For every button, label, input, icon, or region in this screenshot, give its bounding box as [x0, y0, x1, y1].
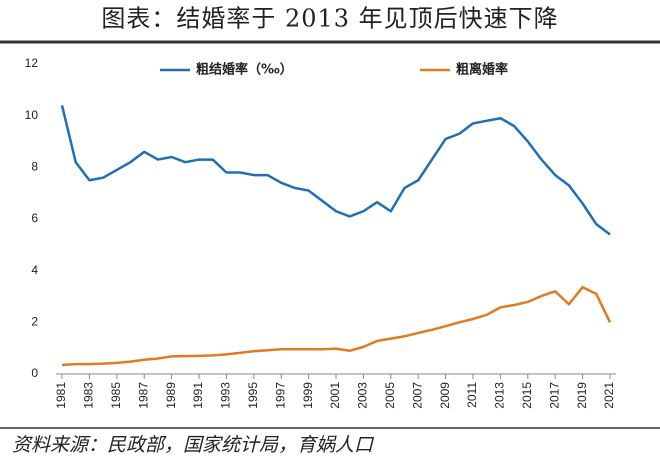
x-tick-label: 1993	[219, 382, 233, 409]
x-tick-label: 2003	[356, 382, 370, 409]
x-tick-label: 2021	[602, 382, 616, 409]
x-tick-label: 1991	[191, 382, 205, 409]
legend-label: 粗结婚率（‰）	[196, 62, 293, 78]
x-tick-label: 1989	[164, 382, 178, 409]
x-tick-label: 2005	[383, 382, 397, 409]
chart-title: 图表：结婚率于 2013 年见顶后快速下降	[101, 5, 558, 33]
x-tick-label: 2001	[328, 382, 342, 409]
legend-label: 粗离婚率	[456, 62, 508, 78]
y-tick-label: 6	[31, 211, 38, 225]
x-tick-label: 1999	[301, 382, 315, 409]
y-tick-label: 12	[25, 56, 39, 70]
y-tick-label: 10	[25, 108, 39, 122]
x-tick-label: 2009	[438, 382, 452, 409]
x-tick-label: 1997	[273, 382, 287, 409]
x-tick-label: 2007	[410, 382, 424, 409]
x-tick-label: 1983	[82, 382, 96, 409]
y-tick-label: 4	[31, 263, 38, 277]
source-note: 资料来源：民政部，国家统计局，育娲人口	[12, 434, 375, 456]
data-line	[61, 285, 612, 367]
x-tick-label: 1987	[136, 382, 150, 409]
y-tick-label: 8	[31, 160, 38, 174]
data-line	[60, 105, 611, 236]
x-tick-label: 2013	[493, 382, 507, 409]
x-tick-label: 2017	[547, 382, 561, 409]
y-tick-label: 2	[31, 315, 38, 329]
x-tick-label: 2015	[520, 382, 534, 409]
x-tick-label: 1981	[54, 382, 68, 409]
x-tick-label: 2019	[575, 382, 589, 409]
y-tick-label: 0	[31, 366, 38, 380]
x-tick-label: 1985	[109, 382, 123, 409]
x-tick-label: 1995	[246, 382, 260, 409]
x-tick-label: 2011	[465, 382, 479, 408]
